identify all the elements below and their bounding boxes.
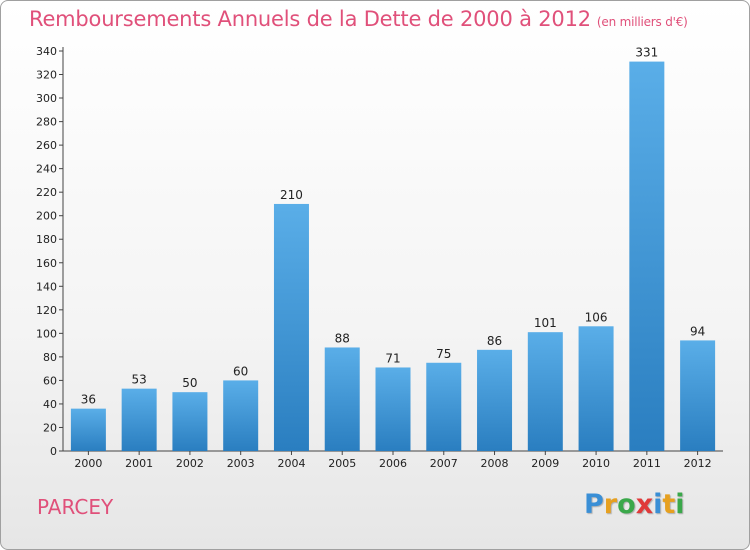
y-tick-label: 240	[36, 163, 57, 176]
y-tick-label: 280	[36, 116, 57, 129]
y-tick-label: 220	[36, 186, 57, 199]
value-label-2004: 210	[280, 188, 303, 202]
chart-subtitle: (en milliers d'€)	[596, 15, 688, 29]
y-tick-label: 160	[36, 257, 57, 270]
y-tick-label: 340	[36, 45, 57, 58]
x-tick-label-2002: 2002	[176, 457, 204, 470]
value-label-2002: 50	[182, 376, 197, 390]
bar-2004	[273, 203, 309, 451]
x-tick-label-2000: 2000	[74, 457, 102, 470]
proxiti-logo: Proxiti	[584, 489, 685, 520]
bar-2006	[375, 367, 411, 451]
bars	[70, 61, 716, 452]
bar-2005	[324, 347, 360, 451]
bar-2012	[680, 340, 716, 451]
x-tick-label-2011: 2011	[633, 457, 661, 470]
x-tick-label-2007: 2007	[430, 457, 458, 470]
value-label-2005: 88	[335, 331, 350, 345]
value-label-2010: 106	[585, 310, 608, 324]
y-tick-label: 320	[36, 69, 57, 82]
logo-letter: i	[675, 489, 685, 520]
logo-letter: x	[635, 489, 654, 520]
value-label-2011: 331	[635, 46, 658, 60]
bar-2000	[70, 408, 106, 451]
logo-letter: P	[584, 489, 604, 520]
chart-title: Remboursements Annuels de la Dette de 20…	[29, 7, 688, 31]
bar-2009	[527, 332, 563, 451]
y-tick-label: 0	[50, 445, 57, 458]
axes: 0 20 40 60 80 100 120 140 160 180 200 220 240 260 280 3…	[36, 45, 723, 470]
logo-letter: r	[603, 489, 618, 520]
x-tick-label-2009: 2009	[531, 457, 559, 470]
bar-2011	[629, 61, 665, 452]
y-tick-label: 80	[43, 351, 57, 364]
y-tick-label: 100	[36, 327, 57, 340]
chart-title-text: Remboursements Annuels de la Dette de 20…	[29, 7, 591, 31]
bar-2010	[578, 326, 614, 451]
x-tick-label-2008: 2008	[481, 457, 509, 470]
logo-letter: o	[617, 489, 636, 520]
bar-2003	[223, 380, 259, 451]
y-tick-label: 120	[36, 304, 57, 317]
commune-name: PARCEY	[37, 495, 114, 519]
value-label-2009: 101	[534, 316, 557, 330]
logo-letter: i	[653, 489, 663, 520]
y-tick-label: 20	[43, 421, 57, 434]
x-tick-label-2004: 2004	[277, 457, 305, 470]
value-labels: 36 53 50 60 210 88 71 75 86 101 106 331 94	[81, 46, 706, 407]
x-tick-label-2005: 2005	[328, 457, 356, 470]
x-tick-label-2001: 2001	[125, 457, 153, 470]
x-tick-label-2003: 2003	[227, 457, 255, 470]
bar-2007	[426, 362, 462, 451]
y-tick-label: 140	[36, 280, 57, 293]
y-tick-label: 260	[36, 139, 57, 152]
y-tick-label: 40	[43, 398, 57, 411]
y-tick-label: 60	[43, 374, 57, 387]
y-tick-label: 300	[36, 92, 57, 105]
value-label-2001: 53	[132, 373, 147, 387]
value-label-2006: 71	[385, 351, 400, 365]
value-label-2012: 94	[690, 324, 705, 338]
x-tick-label-2010: 2010	[582, 457, 610, 470]
value-label-2007: 75	[436, 347, 451, 361]
bar-2001	[121, 388, 157, 451]
x-tick-label-2012: 2012	[684, 457, 712, 470]
y-tick-label: 180	[36, 233, 57, 246]
value-label-2000: 36	[81, 393, 96, 407]
value-label-2003: 60	[233, 364, 248, 378]
x-tick-label-2006: 2006	[379, 457, 407, 470]
bar-2002	[172, 392, 208, 451]
y-tick-label: 200	[36, 210, 57, 223]
value-label-2008: 86	[487, 334, 502, 348]
logo-letter: t	[662, 489, 676, 520]
bar-2008	[477, 349, 513, 451]
